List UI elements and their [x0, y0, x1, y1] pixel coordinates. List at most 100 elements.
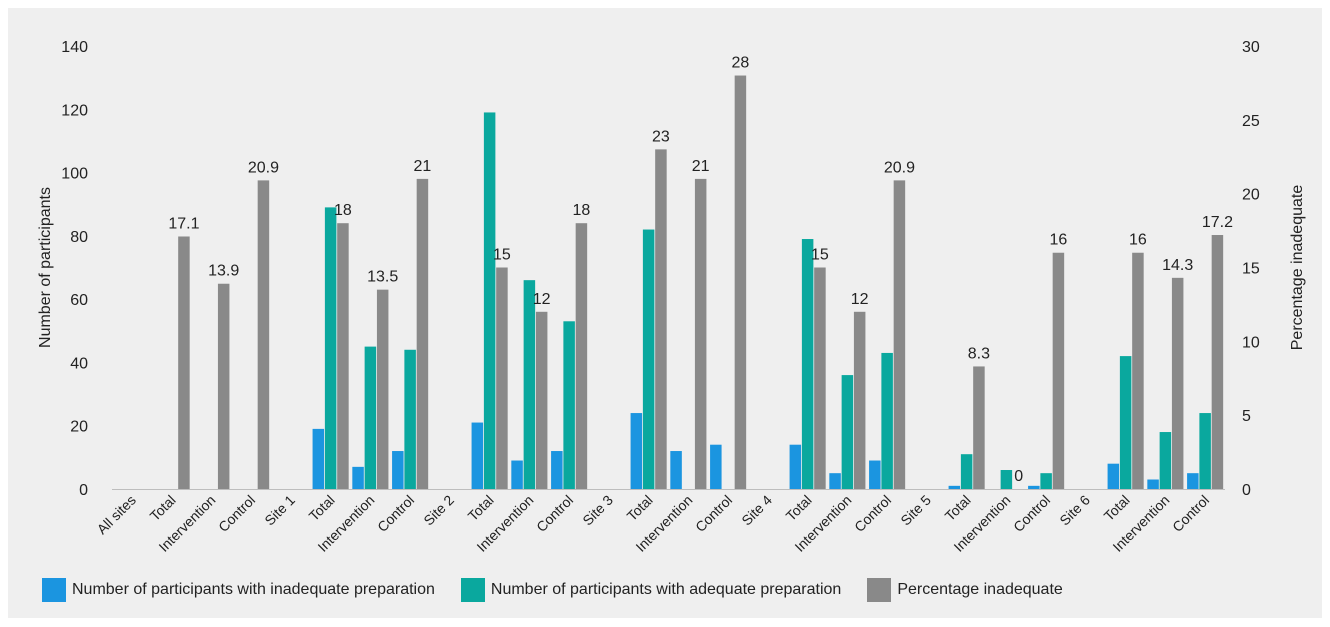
percentage-data-label: 12: [533, 291, 551, 308]
bar-percentage: [1171, 277, 1184, 489]
y-left-tick-label: 140: [61, 39, 88, 56]
bar-inadequate: [551, 451, 563, 489]
bar-adequate: [523, 280, 536, 489]
x-category-label: Site 2: [420, 492, 457, 529]
y-right-tick-label: 15: [1242, 261, 1260, 278]
bar-adequate: [483, 112, 496, 489]
bar-inadequate: [1187, 473, 1199, 489]
y-right-axis-title: Percentage inadequate: [1289, 185, 1306, 351]
legend-label-inadequate: Number of participants with inadequate p…: [72, 581, 435, 598]
x-category-label: Total: [783, 492, 815, 524]
y-right-tick-label: 20: [1242, 187, 1260, 204]
data-labels: 17.1 13.9 20.9 18 13.5 21 15 12 18 23 21 28 15 12 20.9…: [168, 55, 1233, 485]
x-category-label: Control: [533, 492, 576, 535]
bar-adequate: [801, 239, 814, 489]
bar-inadequate: [1028, 485, 1040, 489]
bar-percentage: [178, 236, 190, 489]
y-left-tick-label: 0: [79, 482, 88, 499]
x-category-label: Control: [374, 492, 417, 535]
y-right-tick-label: 30: [1242, 39, 1260, 56]
bar-percentage: [217, 283, 230, 489]
percentage-data-label: 13.5: [367, 269, 398, 286]
bar-adequate: [1159, 432, 1172, 489]
bar-percentage: [575, 223, 588, 489]
x-category-label: All sites: [94, 492, 139, 537]
chart-panel: 0 20 40 60 80 100 120 140 0 5 10 15 20 25 30 Number of …: [8, 8, 1322, 618]
bar-inadequate: [392, 451, 404, 489]
x-category-label: Total: [465, 492, 497, 524]
bar-percentage: [814, 267, 826, 489]
percentage-data-label: 15: [811, 247, 829, 264]
bar-inadequate: [471, 422, 484, 489]
x-category-label: Control: [692, 492, 735, 535]
percentage-data-label: 17.1: [168, 215, 199, 232]
percentage-data-label: 28: [732, 55, 750, 72]
percentage-data-label: 20.9: [884, 159, 915, 176]
bar-percentage: [496, 267, 508, 489]
bar-inadequate: [1147, 479, 1159, 489]
legend-item-inadequate: Number of participants with inadequate p…: [42, 578, 435, 602]
legend-label-adequate: Number of participants with adequate pre…: [490, 581, 842, 598]
x-category-label: Control: [851, 492, 894, 535]
percentage-data-label: 8.3: [968, 345, 990, 362]
bar-adequate: [404, 349, 416, 489]
x-category-label: Control: [1169, 492, 1212, 535]
bar-percentage: [655, 149, 667, 489]
bar-inadequate: [948, 485, 961, 489]
y-left-axis-title: Number of participants: [37, 187, 54, 348]
x-category-label: Site 4: [738, 492, 775, 529]
bar-adequate: [563, 321, 575, 489]
legend-swatch-adequate: [460, 578, 485, 602]
bar-inadequate: [1107, 463, 1120, 489]
x-category-label: Site 6: [1056, 492, 1093, 529]
bar-adequate: [841, 375, 854, 489]
bar-inadequate: [869, 460, 881, 489]
x-category-label: Control: [215, 492, 258, 535]
bar-adequate: [1040, 473, 1052, 489]
percentage-data-label: 18: [573, 202, 591, 219]
bar-adequate: [1000, 470, 1013, 489]
percentage-data-label: 14.3: [1162, 257, 1193, 274]
bar-inadequate: [312, 428, 325, 489]
bar-percentage: [734, 75, 747, 489]
x-category-label: Total: [306, 492, 338, 524]
bar-percentage: [694, 178, 707, 489]
y-left-tick-label: 60: [70, 292, 88, 309]
percentage-data-label: 0: [1014, 468, 1023, 485]
x-category-label: Total: [942, 492, 974, 524]
bar-inadequate: [829, 473, 841, 489]
bar-inadequate: [710, 444, 722, 489]
legend-label-percentage: Percentage inadequate: [897, 581, 1063, 598]
y-right-tick-label: 5: [1242, 408, 1251, 425]
bar-inadequate: [630, 413, 643, 489]
bar-percentage: [1211, 235, 1224, 489]
percentage-data-label: 17.2: [1202, 214, 1233, 231]
percentage-data-label: 16: [1050, 232, 1068, 249]
bar-inadequate: [352, 466, 364, 489]
percentage-data-label: 18: [334, 202, 352, 219]
percentage-data-label: 21: [692, 158, 710, 175]
bar-percentage: [893, 180, 906, 489]
bar-adequate: [642, 229, 655, 489]
y-left-tick-label: 120: [61, 102, 88, 119]
x-category-label: Site 3: [579, 492, 616, 529]
percentage-data-label: 15: [493, 247, 511, 264]
bar-adequate: [364, 346, 377, 489]
bar-percentage: [337, 223, 349, 489]
x-category-label: Site 5: [897, 492, 934, 529]
y-left-tick-label: 100: [61, 166, 88, 183]
x-category-label: Site 1: [261, 492, 298, 529]
percentage-data-label: 12: [851, 291, 869, 308]
y-left-tick-label: 40: [70, 355, 88, 372]
percentage-data-label: 13.9: [208, 263, 239, 280]
percentage-data-label: 20.9: [248, 159, 279, 176]
bar-percentage: [257, 180, 270, 489]
percentage-data-label: 16: [1129, 232, 1147, 249]
y-right-tick-label: 0: [1242, 482, 1251, 499]
bar-adequate: [960, 454, 973, 489]
bar-percentage: [535, 311, 548, 489]
legend-swatch-inadequate: [42, 578, 66, 602]
y-left-tick-label: 80: [70, 229, 88, 246]
